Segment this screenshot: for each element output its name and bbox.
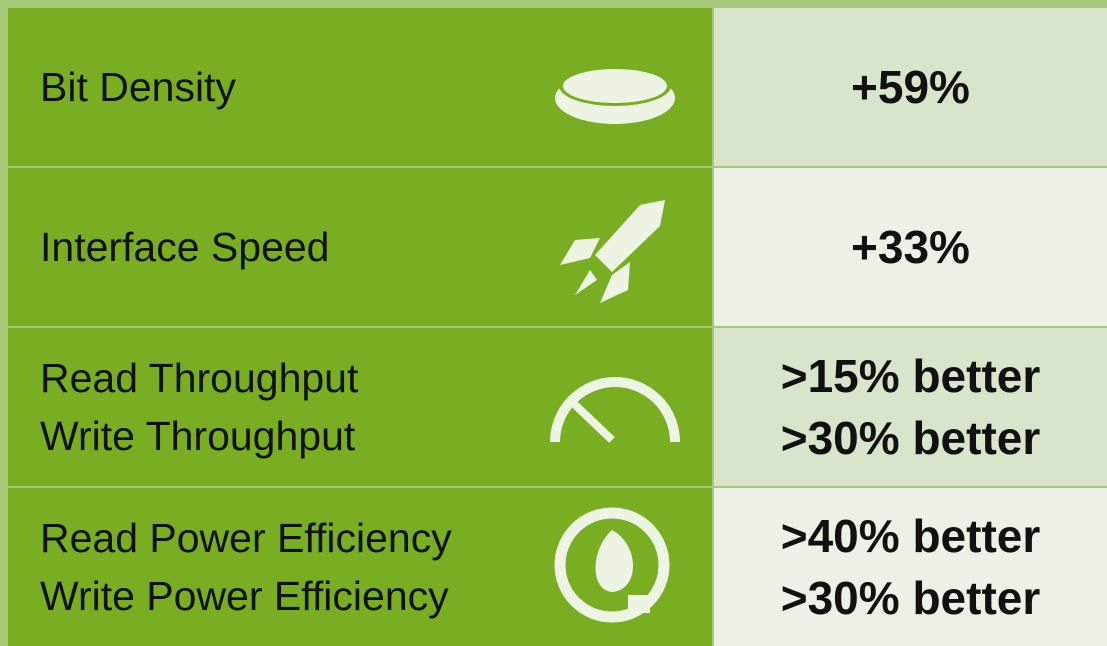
row-value: +59% [851,61,970,113]
row-value: >40% better [780,510,1041,562]
row-value: >30% better [780,572,1041,624]
row-value: >30% better [780,412,1041,464]
value-cell: +59% [714,8,1107,166]
row-value: >15% better [780,350,1041,402]
row-label: Read Power Efficiency [40,515,452,561]
leaf-icon [554,507,670,623]
row-label: Write Throughput [40,413,356,459]
label-cell: Read Throughput Write Throughput [8,328,712,486]
value-cell: +33% [714,168,1107,326]
value-cell: >15% better >30% better [714,328,1107,486]
row-label: Bit Density [40,64,236,110]
row-label: Write Power Efficiency [40,573,449,619]
wafer-icon [555,66,675,124]
table-row: Read Throughput Write Throughput >15% bett… [8,328,1107,486]
row-value: +33% [851,221,970,273]
row-label: Interface Speed [40,224,330,270]
rocket-icon [560,200,665,303]
gauge-icon [550,377,680,443]
row-label: Read Throughput [40,355,359,401]
table-row: Interface Speed +33% [8,168,1107,326]
value-cell: >40% better >30% better [714,488,1107,646]
